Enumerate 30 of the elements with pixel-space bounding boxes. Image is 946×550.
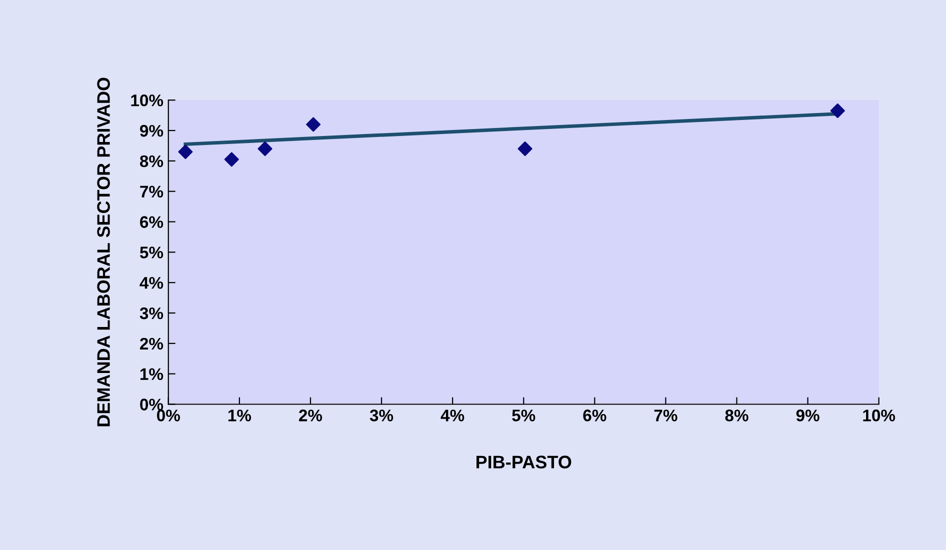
y-tick-label: 8% [140,155,164,168]
x-tick-label: 10% [863,410,896,422]
point [224,152,239,167]
y-tick-label: 5% [140,246,164,258]
y-tick-label: 7% [140,186,164,198]
x-tick-label: 9% [796,410,820,422]
point [306,117,321,132]
y-tick-label: 4% [140,277,164,289]
x-tick-label: 1% [228,410,252,422]
point [178,144,193,160]
x-tick-label: 6% [583,410,606,422]
x-tick-label: 2% [299,410,322,422]
point [830,103,845,118]
x-axis-title: PIB-PASTO [476,456,572,468]
x-tick-label: 4% [440,410,464,422]
y-tick-label: 2% [140,338,164,350]
x-tick-label: 0% [157,410,180,422]
y-tick-label: 1% [140,368,164,380]
x-tick-label: 5% [512,410,536,422]
x-tick-label: 3% [370,410,394,422]
y-tick-label: 6% [140,216,164,228]
y-tick-label: 10% [131,94,164,106]
y-tick-label: 9% [140,124,164,137]
y-tick-label: 3% [140,307,164,320]
x-tick-label: 8% [725,410,748,422]
point [258,141,272,156]
x-tick-label: 7% [654,410,678,422]
y-tick-label: 0% [140,398,164,410]
point [518,141,532,156]
y-axis-title: DEMANDA LABORAL SECTOR PRIVADO [97,78,110,426]
